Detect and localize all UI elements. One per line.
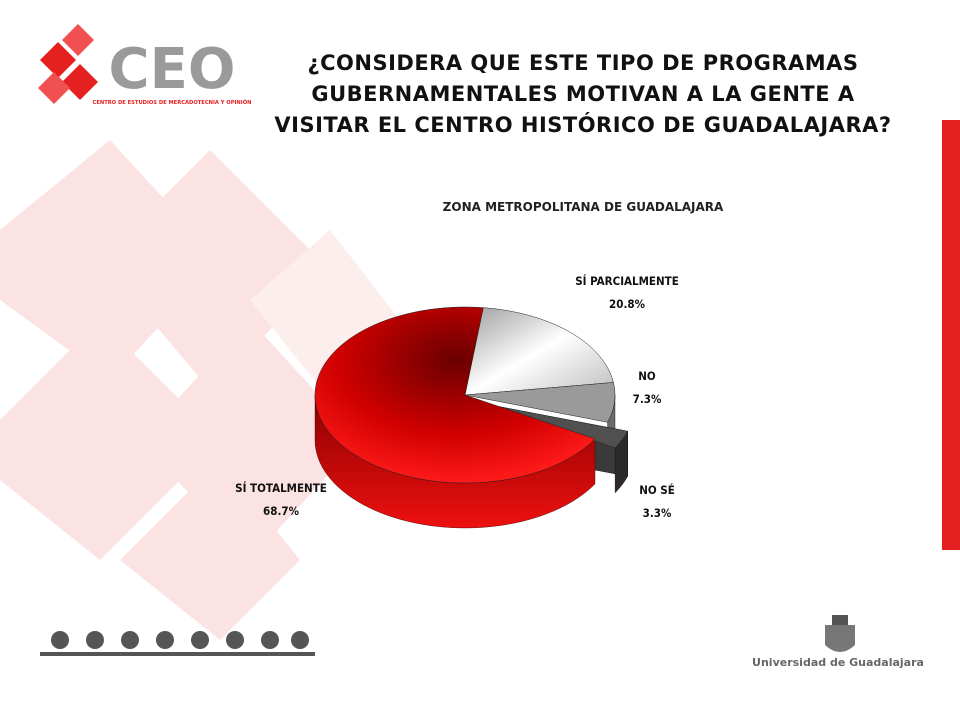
value-label: 20.8%	[609, 297, 646, 311]
background-decoration	[0, 140, 400, 640]
logo-tagline: CENTRO DE ESTUDIOS DE MERCADOTECNIA Y OP…	[93, 99, 252, 106]
side-bar	[942, 120, 960, 550]
footer-trees	[40, 631, 315, 656]
university-crest	[825, 615, 855, 652]
slice-label: SÍ TOTALMENTE	[235, 480, 327, 495]
value-label: 68.7%	[263, 504, 300, 518]
value-label: 7.3%	[633, 392, 662, 406]
slice-label: SÍ PARCIALMENTE	[575, 273, 679, 288]
slice-label: NO	[638, 369, 656, 383]
university-name: Universidad de Guadalajara	[752, 656, 924, 669]
value-label: 3.3%	[643, 506, 672, 520]
slice	[464, 307, 614, 396]
slice	[314, 306, 596, 484]
slice	[464, 382, 616, 423]
logo-text: CEO	[109, 37, 236, 102]
chart-title: ¿CONSIDERA QUE ESTE TIPO DE PROGRAMAS GU…	[274, 51, 892, 137]
slice-label: NO SÉ	[639, 482, 675, 497]
logo-mark	[38, 24, 98, 104]
chart-subtitle: ZONA METROPOLITANA DE GUADALAJARA	[442, 200, 724, 214]
